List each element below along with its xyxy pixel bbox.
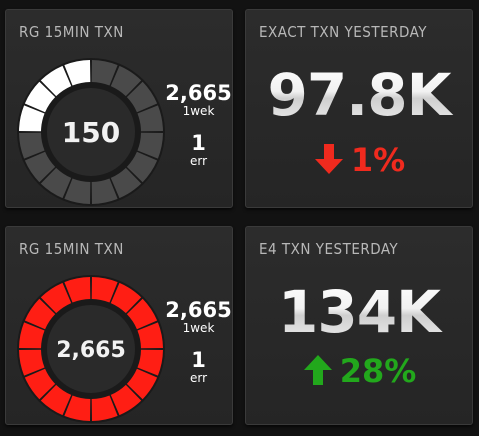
metric-delta: 1% bbox=[246, 141, 472, 179]
gauge-segment bbox=[19, 322, 45, 349]
gauge-segment bbox=[64, 277, 91, 303]
gauge-segment bbox=[24, 151, 56, 183]
metric-value: 97.8K bbox=[246, 61, 472, 129]
gauge-segment bbox=[40, 65, 72, 97]
metric-value: 134K bbox=[246, 278, 472, 346]
gauge-segment bbox=[91, 178, 118, 204]
delta-text: 28% bbox=[339, 352, 417, 390]
gauge-value: 150 bbox=[62, 116, 120, 149]
gauge-segment bbox=[126, 151, 158, 183]
gauge-segment bbox=[24, 298, 56, 330]
gauge-segment bbox=[40, 282, 72, 314]
arrow-down-icon bbox=[314, 144, 343, 174]
gauge-segment bbox=[64, 395, 91, 421]
gauge-segment bbox=[24, 368, 56, 400]
gauge-segment bbox=[137, 105, 163, 132]
gauge-segment bbox=[137, 132, 163, 159]
delta-text: 1% bbox=[350, 141, 406, 179]
stat-week-label: 1wek bbox=[182, 321, 215, 335]
tile-title: E4 TXN YESTERDAY bbox=[259, 240, 399, 258]
gauge-segment bbox=[137, 349, 163, 376]
gauge-segment bbox=[19, 349, 45, 376]
stats: 2,665 1wek 1 err bbox=[161, 81, 232, 182]
gauge-segment bbox=[24, 81, 56, 113]
gauge-segment bbox=[137, 322, 163, 349]
tile-rg-15min-txn-2[interactable]: RG 15MIN TXN 2,665 2,665 1wek 1 err bbox=[5, 226, 233, 425]
gauge-segment bbox=[126, 368, 158, 400]
gauge-segment bbox=[110, 282, 142, 314]
gauge-segment bbox=[110, 65, 142, 97]
tile-rg-15min-txn-1[interactable]: RG 15MIN TXN 150 2,665 1wek 1 err bbox=[5, 9, 233, 208]
gauge-segment bbox=[64, 178, 91, 204]
gauge-segment bbox=[64, 60, 91, 86]
tile-title: EXACT TXN YESTERDAY bbox=[259, 23, 427, 41]
tile-title: RG 15MIN TXN bbox=[19, 23, 124, 41]
gauge-segment bbox=[91, 395, 118, 421]
tile-title: RG 15MIN TXN bbox=[19, 240, 124, 258]
tile-e4-txn-yesterday[interactable]: E4 TXN YESTERDAY 134K 28% bbox=[245, 226, 473, 425]
gauge: 2,665 bbox=[17, 275, 165, 423]
gauge-segment bbox=[19, 105, 45, 132]
stat-err-value: 1 bbox=[191, 131, 206, 155]
stats: 2,665 1wek 1 err bbox=[161, 298, 232, 399]
metric-delta: 28% bbox=[246, 352, 472, 390]
gauge-segment bbox=[91, 277, 118, 303]
stat-err-label: err bbox=[189, 371, 208, 385]
gauge-segment bbox=[91, 60, 118, 86]
gauge: 150 bbox=[17, 58, 165, 206]
tile-exact-txn-yesterday[interactable]: EXACT TXN YESTERDAY 97.8K 1% bbox=[245, 9, 473, 208]
gauge-segment bbox=[40, 167, 72, 199]
stat-week-label: 1wek bbox=[182, 104, 215, 118]
stat-err-value: 1 bbox=[191, 348, 206, 372]
stat-week-value: 2,665 bbox=[165, 298, 232, 322]
gauge-segment bbox=[126, 298, 158, 330]
gauge-segment bbox=[19, 132, 45, 159]
gauge-segment bbox=[110, 167, 142, 199]
arrow-up-icon bbox=[303, 355, 332, 385]
gauge-segment bbox=[40, 384, 72, 416]
stat-week-value: 2,665 bbox=[165, 81, 232, 105]
stat-err-label: err bbox=[189, 154, 208, 168]
gauge-segment bbox=[110, 384, 142, 416]
gauge-value: 2,665 bbox=[56, 338, 126, 363]
gauge-segment bbox=[126, 81, 158, 113]
